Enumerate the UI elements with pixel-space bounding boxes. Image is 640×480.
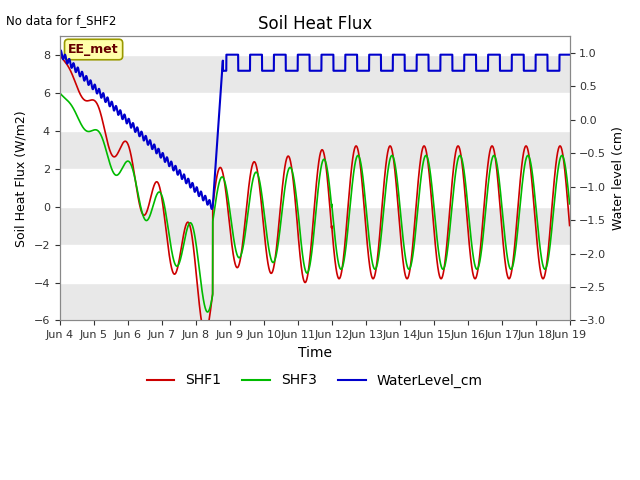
Bar xyxy=(60,207,570,245)
Bar xyxy=(60,283,570,321)
Title: Soil Heat Flux: Soil Heat Flux xyxy=(257,15,372,33)
Text: No data for f_SHF2: No data for f_SHF2 xyxy=(6,14,116,27)
Y-axis label: Water level (cm): Water level (cm) xyxy=(612,126,625,230)
Bar xyxy=(60,131,570,168)
X-axis label: Time: Time xyxy=(298,346,332,360)
Bar xyxy=(60,55,570,93)
Legend: SHF1, SHF3, WaterLevel_cm: SHF1, SHF3, WaterLevel_cm xyxy=(141,368,488,393)
Text: EE_met: EE_met xyxy=(68,43,119,56)
Y-axis label: Soil Heat Flux (W/m2): Soil Heat Flux (W/m2) xyxy=(15,110,28,247)
